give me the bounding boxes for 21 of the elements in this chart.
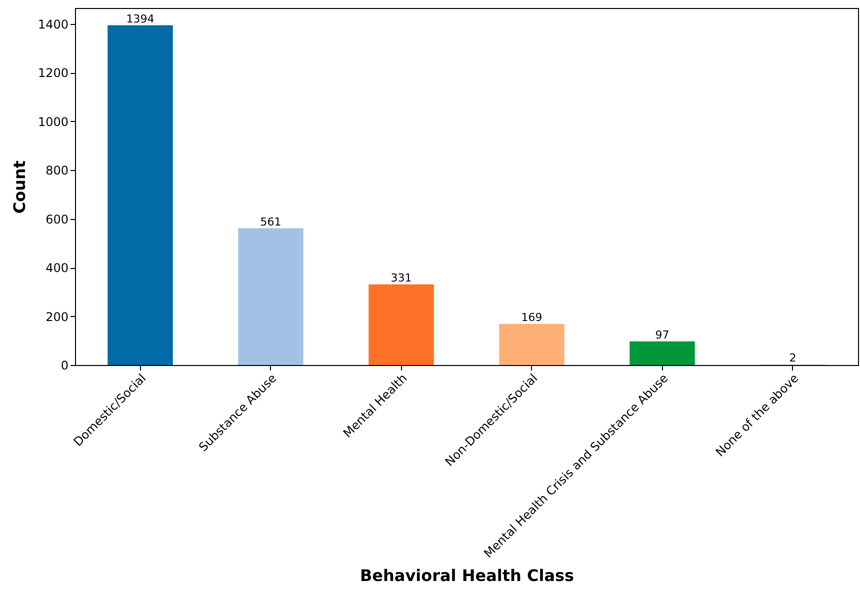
- y-tick-label: 600: [46, 212, 68, 226]
- y-tick-label: 200: [46, 310, 68, 324]
- y-tick-label: 800: [46, 164, 68, 178]
- bar: [368, 284, 434, 365]
- data-label: 1394: [126, 12, 154, 26]
- bar: [630, 341, 695, 365]
- data-label: 97: [655, 328, 670, 342]
- data-label: 331: [390, 271, 412, 284]
- data-label: 561: [260, 215, 282, 228]
- bar: [499, 324, 564, 365]
- y-tick-label: 1400: [38, 17, 68, 32]
- y-tick-label: 0: [60, 358, 68, 372]
- y-tick-label: 1200: [38, 66, 68, 80]
- y-tick-label: 400: [46, 261, 68, 276]
- bar: [238, 228, 304, 365]
- y-axis-title: Count: [10, 160, 29, 214]
- y-tick-label: 1000: [38, 114, 68, 129]
- x-axis-title: Behavioral Health Class: [360, 566, 574, 585]
- data-label: 2: [789, 352, 796, 365]
- data-label: 169: [521, 310, 542, 324]
- bar: [108, 25, 173, 365]
